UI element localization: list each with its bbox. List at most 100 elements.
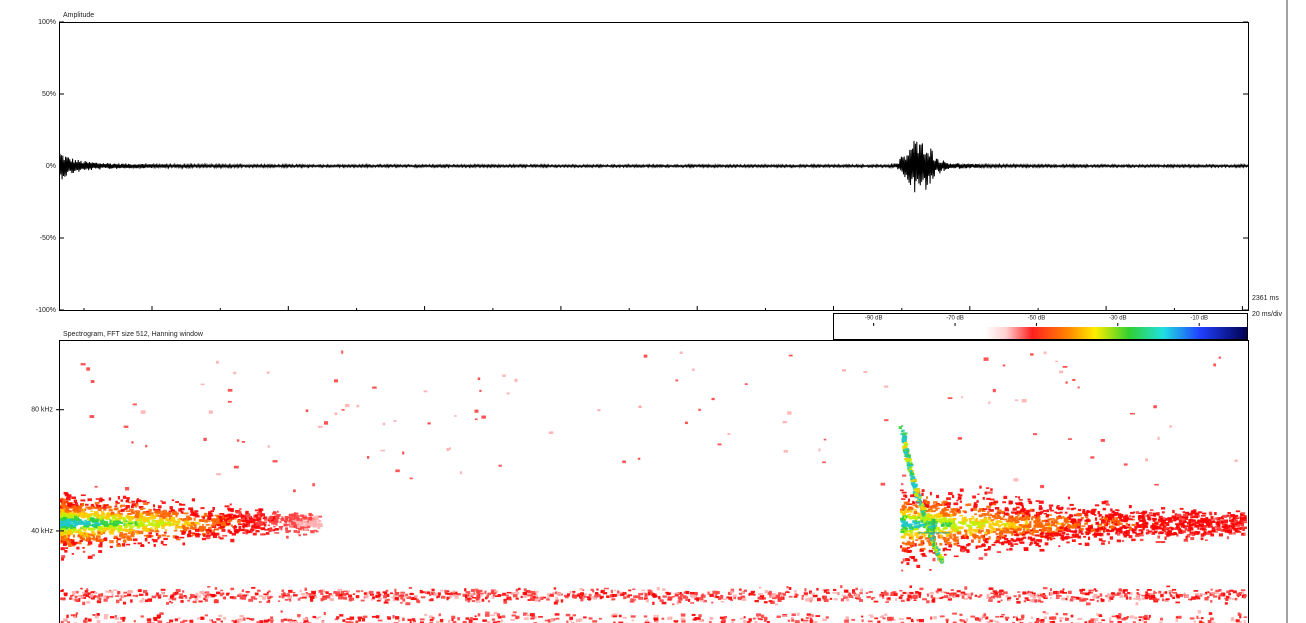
spectrogram-pixel (395, 597, 399, 600)
spectrogram-pixel (251, 618, 253, 621)
spectrogram-pixel (117, 543, 120, 545)
spectrogram-pixel (550, 595, 554, 598)
spectrogram-pixel (913, 595, 918, 597)
spectrogram-pixel (932, 598, 935, 601)
spectrogram-pixel (1008, 600, 1011, 602)
spectrogram-pixel (1142, 598, 1146, 600)
spectrogram-pixel (165, 518, 168, 521)
spectrogram-pixel (1061, 535, 1065, 538)
spectrogram-pixel (620, 594, 624, 596)
spectrogram-pixel (675, 380, 678, 382)
spectrogram-pixel (1000, 616, 1004, 618)
spectrogram-pixel (264, 519, 267, 521)
spectrogram-pixel (261, 513, 265, 516)
spectrogram-pixel (1005, 507, 1008, 510)
spectrogram-pixel (212, 523, 215, 525)
spectrogram-pixel (1160, 532, 1164, 534)
spectrogram-pixel (1115, 517, 1118, 520)
spectrogram-pixel (989, 587, 994, 590)
spectrogram-pixel (1075, 514, 1078, 516)
spectrogram-pixel (168, 599, 171, 601)
spectrogram-pixel (1211, 525, 1213, 527)
spectrogram-pixel (917, 500, 919, 502)
spectrogram-pixel (207, 586, 210, 588)
spectrogram-pixel (117, 511, 120, 514)
spectrogram-pixel (948, 492, 953, 495)
spectrogram-pixel (1204, 597, 1208, 600)
spectrogram-pixel (239, 593, 242, 595)
spectrogram-pixel (901, 521, 903, 523)
spectrogram-pixel (140, 508, 143, 510)
spectrogram-pixel (1085, 520, 1088, 522)
spectrogram-pixel (430, 598, 433, 601)
spectrogram-pixel (503, 599, 506, 602)
spectrogram-pixel (152, 596, 157, 599)
spectrogram-pixel (744, 590, 747, 593)
spectrogram-pixel (247, 525, 250, 527)
spectrogram-pixel (874, 601, 879, 603)
spectrogram-pixel (95, 502, 100, 505)
spectrogram-pixel (986, 596, 989, 599)
spectrogram-pixel (83, 509, 85, 512)
spectrogram-pixel (109, 520, 111, 523)
spectrogram-pixel (128, 516, 131, 518)
spectrogram-pixel (1189, 534, 1193, 536)
spectrogram-pixel (908, 499, 910, 502)
spectrogram-pixel (1177, 527, 1180, 529)
spectrogram-pixel (1044, 617, 1048, 619)
spectrogram-pixel (255, 522, 258, 524)
spectrogram-pixel (98, 550, 102, 553)
spectrogram-pixel (949, 536, 952, 539)
spectrogram-pixel (153, 508, 155, 510)
spectrogram-pixel (216, 592, 220, 595)
spectrogram-pixel (230, 504, 232, 506)
spectrogram-pixel (622, 461, 626, 464)
spectrogram-pixel (1071, 596, 1075, 598)
spectrogram-pixel (919, 588, 923, 591)
spectrogram-pixel (1092, 509, 1096, 511)
spectrogram-pixel (1050, 597, 1052, 599)
spectrogram-pixel (600, 596, 602, 599)
spectrogram-pixel (936, 598, 939, 600)
spectrogram-pixel (1232, 519, 1234, 522)
spectrogram-pixel (1103, 508, 1106, 510)
spectrogram-pixel (870, 616, 874, 618)
spectrogram-pixel (1110, 508, 1112, 511)
spectrogram-pixel (1124, 515, 1128, 517)
spectrogram-pixel (438, 592, 441, 595)
spectrogram-pixel (68, 504, 71, 507)
spectrogram-pixel (464, 588, 466, 591)
spectrogram-pixel (1147, 589, 1152, 591)
spectrogram-pixel (376, 592, 380, 594)
spectrogram-pixel (1041, 595, 1046, 597)
spectrogram-pixel (190, 517, 192, 520)
spectrogram-pixel (901, 483, 903, 485)
spectrogram-pixel (217, 522, 221, 524)
spectrogram-pixel (908, 462, 910, 465)
spectrogram-pixel (951, 589, 954, 591)
spectrogram-pixel (1035, 600, 1038, 603)
spectrogram-pixel (658, 596, 660, 599)
spectrogram-pixel (1032, 532, 1035, 535)
spectrogram-pixel (960, 594, 963, 596)
spectrogram-pixel (1003, 515, 1005, 517)
spectrogram-pixel (109, 497, 111, 500)
spectrogram-pixel (356, 595, 360, 598)
spectrogram-pixel (191, 522, 195, 525)
spectrogram-pixel (905, 459, 907, 461)
spectrogram-pixel (981, 530, 984, 532)
spectrogram-pixel (1029, 531, 1031, 533)
spectrogram-pixel (277, 511, 279, 513)
spectrogram-pixel (1002, 511, 1004, 514)
spectrogram-pixel (1070, 537, 1074, 539)
spectrogram-pixel (885, 601, 889, 603)
spectrogram-pixel (531, 593, 535, 595)
spectrogram-pixel (96, 518, 99, 520)
spectrogram-pixel (227, 593, 230, 595)
spectrogram-pixel (1233, 516, 1236, 518)
spectrogram-pixel (189, 620, 193, 623)
spectrogram-pixel (724, 616, 727, 618)
spectrogram-pixel (1065, 618, 1068, 621)
spectrogram-pixel (1018, 620, 1021, 622)
spectrogram-pixel (242, 532, 245, 534)
